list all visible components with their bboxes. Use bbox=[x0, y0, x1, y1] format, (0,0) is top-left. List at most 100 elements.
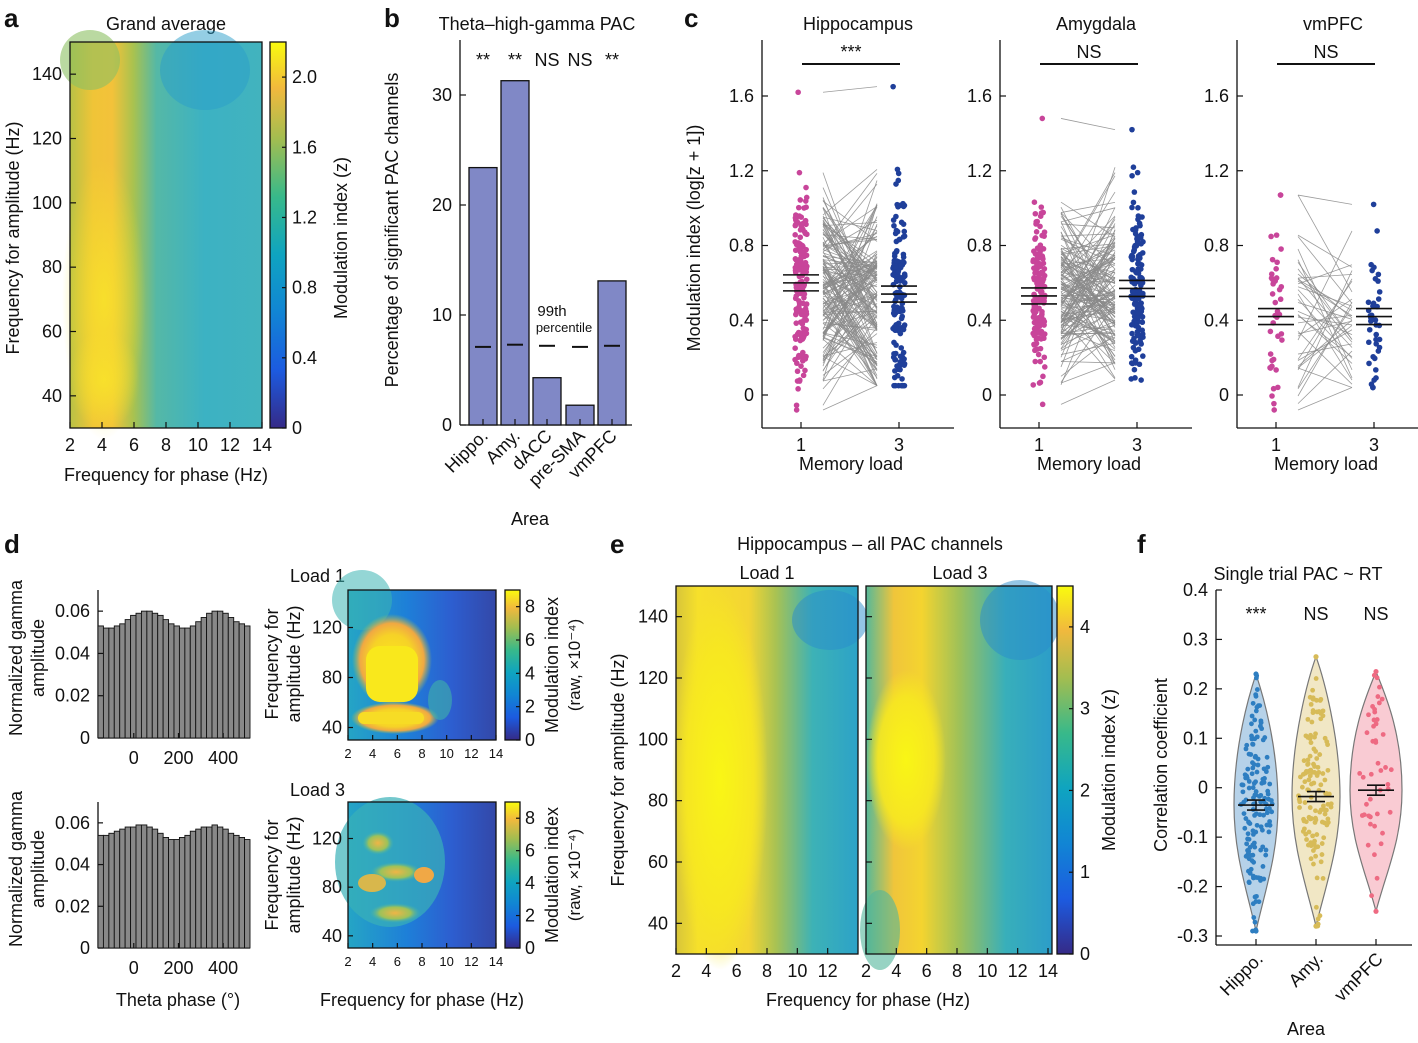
load1-point bbox=[1035, 351, 1042, 358]
trial-point bbox=[1252, 792, 1258, 798]
histogram-bar bbox=[135, 612, 142, 739]
load3-point bbox=[1135, 309, 1141, 316]
trial-point bbox=[1372, 709, 1378, 715]
pair-line bbox=[822, 271, 878, 308]
x-tick-label: 0 bbox=[129, 958, 139, 978]
y-tick-label: 40 bbox=[648, 913, 668, 933]
trial-point bbox=[1324, 822, 1330, 828]
trial-point bbox=[1307, 773, 1313, 779]
pair-line bbox=[1297, 270, 1353, 388]
y-tick-label: 0.06 bbox=[55, 813, 90, 833]
load3-point bbox=[897, 353, 904, 360]
trial-point bbox=[1377, 684, 1382, 690]
load1-point bbox=[792, 247, 799, 254]
histogram-bar bbox=[162, 619, 170, 739]
load3-point bbox=[1138, 377, 1144, 383]
panel-f-ylabel: Correlation coefficient bbox=[1151, 678, 1171, 852]
pair-line bbox=[822, 296, 878, 305]
trial-point bbox=[1251, 915, 1257, 920]
colorbar-tick-label: 4 bbox=[525, 663, 535, 683]
pair-line bbox=[1060, 308, 1116, 342]
trial-point bbox=[1319, 819, 1325, 825]
y-tick-label: 80 bbox=[648, 791, 668, 811]
y-tick-label: 10 bbox=[432, 305, 452, 325]
panel-d-colorbar-2 bbox=[505, 802, 520, 948]
histogram-bar bbox=[222, 612, 229, 739]
load3-point bbox=[1130, 199, 1137, 206]
load3-point bbox=[1138, 266, 1144, 272]
x-tick-label: 2 bbox=[65, 435, 75, 455]
colorbar-tick-label: 0 bbox=[292, 418, 302, 438]
load1-point bbox=[796, 377, 803, 383]
load3-point bbox=[898, 345, 905, 351]
colorbar-tick-label: 4 bbox=[1080, 617, 1090, 637]
load1-point bbox=[1034, 280, 1040, 287]
colorbar-tick-label: 3 bbox=[1080, 699, 1090, 719]
histogram-bar bbox=[195, 621, 202, 739]
load1-point bbox=[1031, 314, 1038, 320]
pair-line bbox=[822, 338, 878, 386]
significance-label: *** bbox=[840, 42, 861, 62]
trial-point bbox=[1304, 837, 1309, 842]
trial-point bbox=[1252, 717, 1258, 723]
trial-point bbox=[1325, 801, 1331, 807]
load1-point bbox=[795, 386, 801, 392]
trial-point bbox=[1372, 823, 1378, 829]
load1-point bbox=[792, 336, 799, 342]
max-point bbox=[1373, 668, 1379, 675]
pair-line bbox=[822, 262, 878, 367]
load3-point bbox=[893, 323, 899, 330]
histogram-bar bbox=[206, 612, 213, 739]
load1-point bbox=[793, 320, 800, 326]
pair-line bbox=[1297, 280, 1353, 317]
panel-a-heatmap bbox=[60, 30, 262, 440]
histogram-bar bbox=[151, 612, 159, 739]
trial-point bbox=[1249, 713, 1255, 719]
x-label: Memory load bbox=[799, 454, 903, 474]
map-x-tick-label: 12 bbox=[464, 954, 478, 969]
y-tick-label: 120 bbox=[32, 129, 62, 149]
trial-point bbox=[1245, 831, 1251, 837]
trial-point bbox=[1308, 701, 1314, 707]
load1-point bbox=[797, 227, 804, 233]
trial-point bbox=[1316, 769, 1322, 775]
pair-line bbox=[1060, 296, 1116, 326]
significance-label: NS bbox=[567, 50, 592, 70]
load1-point bbox=[1035, 335, 1042, 341]
histogram-bar bbox=[200, 826, 208, 949]
pair-line bbox=[822, 223, 878, 263]
histogram-bar bbox=[238, 623, 246, 739]
histogram-load-1: 0 0.02 0.04 0.06 0 200 400 Normalized gamma ampl… bbox=[6, 579, 251, 768]
trial-point bbox=[1312, 764, 1317, 769]
min-point bbox=[1373, 908, 1379, 914]
trial-point bbox=[1251, 831, 1256, 837]
load1-point bbox=[800, 372, 807, 379]
trial-point bbox=[1365, 842, 1371, 848]
pair-line bbox=[822, 233, 878, 249]
histogram-bar bbox=[119, 828, 126, 949]
trial-point bbox=[1249, 858, 1255, 864]
histogram-bar bbox=[168, 839, 175, 949]
trial-point bbox=[1250, 901, 1256, 907]
panel-a-colorbar bbox=[270, 42, 286, 428]
load1-point bbox=[1039, 115, 1046, 122]
load3-point bbox=[1131, 366, 1138, 373]
trial-point bbox=[1371, 717, 1377, 723]
load3-point bbox=[1132, 230, 1139, 237]
trial-point bbox=[1313, 904, 1319, 910]
panel-e-colorbar bbox=[1057, 586, 1073, 954]
x-tick-label: 1 bbox=[796, 435, 806, 455]
load3-point bbox=[1137, 292, 1143, 299]
pair-line bbox=[822, 265, 878, 312]
panel-b-percentile-label: 99th bbox=[537, 303, 566, 320]
min-point bbox=[1253, 928, 1259, 934]
panel-e-colorbar-ticks: 0 1 2 3 4 bbox=[1069, 617, 1090, 964]
x-tick-label: 0 bbox=[129, 748, 139, 768]
trial-point bbox=[1380, 830, 1385, 836]
load1-point bbox=[802, 330, 809, 337]
x-tick-label: 3 bbox=[1132, 435, 1142, 455]
load3-point bbox=[901, 228, 908, 235]
trial-point bbox=[1307, 694, 1313, 700]
load1-point bbox=[799, 320, 806, 327]
